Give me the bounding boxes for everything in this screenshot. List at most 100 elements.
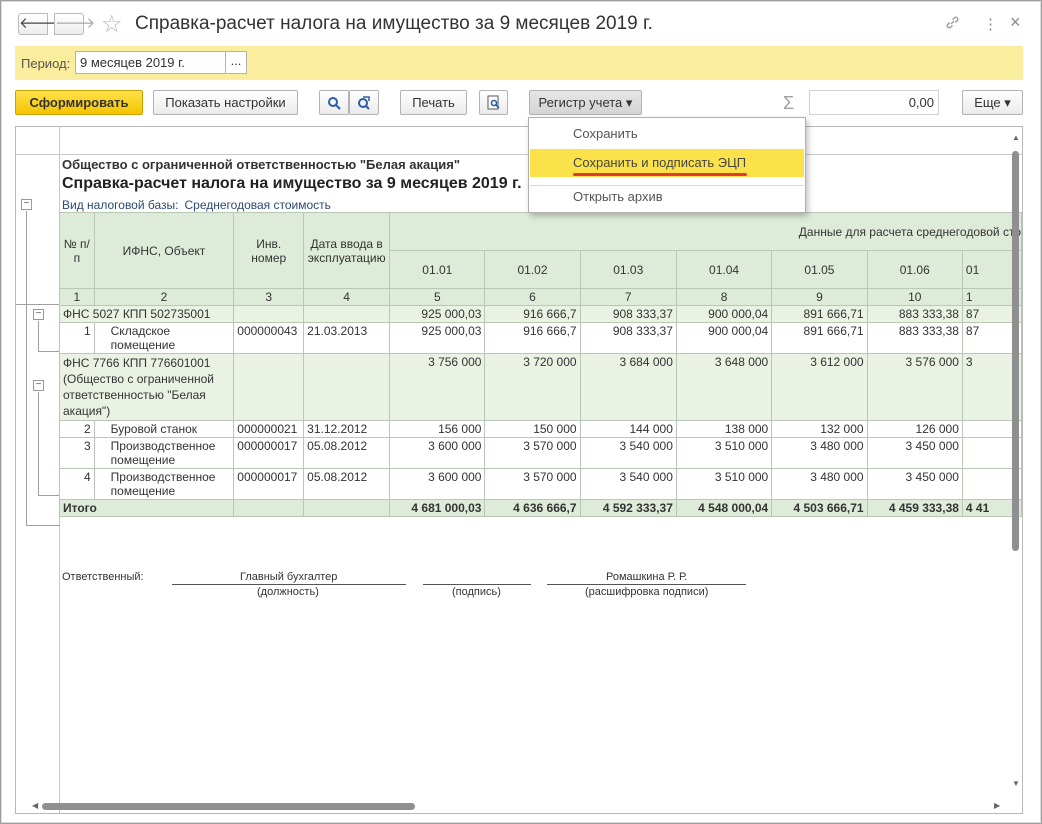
table-row[interactable]: 1 Складское помещение 000000043 21.03.20… [59, 322, 1022, 354]
back-button[interactable]: 🡐 [18, 13, 59, 35]
period-choose-button[interactable]: ... [225, 51, 247, 74]
value-cell: 132 000 [771, 420, 868, 438]
commission-date: 21.03.2013 [303, 322, 391, 354]
responsible-label: Ответственный: [62, 571, 144, 583]
col-number: 6 [484, 288, 581, 306]
value-cell: 3 600 000 [389, 437, 486, 469]
value-cell: 916 666,7 [484, 322, 581, 354]
table-row-group[interactable]: ФНС 7766 КПП 776601001 (Общество с огран… [58, 353, 1022, 421]
header-divider [16, 154, 1022, 155]
favorite-star-icon[interactable]: ☆ [101, 11, 123, 38]
value-cell: 883 333,38 [866, 305, 963, 323]
collapse-group1-toggle[interactable]: − [33, 309, 44, 320]
value-cell: 3 720 000 [484, 353, 581, 421]
col-number: 9 [771, 288, 868, 306]
group-name: ФНС 5027 КПП 502735001 [58, 305, 235, 323]
show-settings-button[interactable]: Показать настройки [153, 90, 298, 115]
period-bar: Период: 9 месяцев 2019 г. ... [15, 46, 1023, 80]
scroll-left-icon[interactable]: ◀ [32, 801, 39, 810]
col-header-num: № п/п [59, 212, 95, 289]
search-button[interactable] [319, 90, 349, 115]
scroll-right-icon[interactable]: ▶ [994, 801, 1001, 810]
arrow-left-icon: 🡐 [19, 15, 60, 32]
value-cell: 138 000 [675, 420, 773, 438]
object-name: Буровой станок [93, 420, 235, 438]
value-cell: 925 000,03 [389, 305, 486, 323]
total-value: 4 636 666,7 [484, 499, 581, 517]
menu-item-save-and-sign[interactable]: Сохранить и подписать ЭЦП [530, 149, 804, 177]
total-value: 4 459 333,38 [866, 499, 963, 517]
vertical-scrollbar[interactable]: ▲ ▼ [1009, 127, 1022, 797]
total-value: 4 681 000,03 [389, 499, 486, 517]
table-row[interactable]: 3 Производственное помещение 000000017 0… [59, 437, 1022, 469]
col-number: 10 [866, 288, 963, 306]
scroll-down-icon[interactable]: ▼ [1012, 779, 1020, 788]
menu-item-save[interactable]: Сохранить [573, 126, 638, 141]
empty-cell [303, 305, 391, 323]
value-cell: 908 333,37 [579, 322, 677, 354]
col-number: 4 [303, 288, 391, 306]
highlight-underline [573, 173, 747, 176]
more-options-icon[interactable]: ⋮ [983, 16, 998, 33]
total-label: Итого [58, 499, 235, 517]
horizontal-scroll-thumb[interactable] [42, 803, 415, 810]
inv-number: 000000017 [233, 468, 305, 500]
value-cell: 3 480 000 [771, 468, 868, 500]
value-cell: 900 000,04 [675, 305, 773, 323]
value-cell: 3 648 000 [675, 353, 773, 421]
collapse-header-toggle[interactable]: − [21, 199, 32, 210]
table-row-group[interactable]: ФНС 5027 КПП 502735001 925 000,03 916 66… [58, 305, 1022, 323]
row-number: 1 [59, 322, 95, 354]
tree-line [38, 321, 39, 351]
col-header-date-6: 01.06 [866, 250, 963, 289]
col-header-ifns: ИФНС, Объект [93, 212, 235, 289]
tax-basis: Вид налоговой базы: Среднегодовая стоимос… [62, 198, 331, 212]
tax-basis-value: Среднегодовая стоимость [184, 198, 331, 212]
horizontal-scrollbar[interactable]: ◀ ▶ [32, 799, 1007, 813]
table-row[interactable]: 2 Буровой станок 000000021 31.12.2012 15… [59, 420, 1022, 438]
value-cell [961, 468, 1022, 500]
register-button[interactable]: Регистр учета ▾ [529, 90, 642, 115]
commission-date: 05.08.2012 [303, 437, 391, 469]
col-number: 1 [59, 288, 95, 306]
col-number: 5 [389, 288, 486, 306]
table-row[interactable]: 4 Производственное помещение 000000017 0… [59, 468, 1022, 500]
generate-button[interactable]: Сформировать [15, 90, 143, 115]
close-icon[interactable]: × [1010, 12, 1021, 32]
search-next-icon [358, 96, 370, 110]
more-button[interactable]: Еще ▾ [962, 90, 1023, 115]
col-header-date-2: 01.02 [484, 250, 581, 289]
value-cell: 3 480 000 [771, 437, 868, 469]
value-cell: 3 570 000 [484, 437, 581, 469]
forward-button[interactable]: 🡒 [54, 13, 95, 35]
sum-icon: Σ [783, 93, 795, 113]
vertical-scroll-thumb[interactable] [1012, 151, 1019, 551]
col-number: 3 [233, 288, 305, 306]
row-number: 3 [59, 437, 95, 469]
signer-name: Ромашкина Р. Р. [606, 571, 688, 583]
collapse-group2-toggle[interactable]: − [33, 380, 44, 391]
inv-number: 000000017 [233, 437, 305, 469]
window-title: Справка-расчет налога на имущество за 9 … [135, 13, 653, 34]
link-icon[interactable] [945, 15, 960, 34]
tax-basis-label: Вид налоговой базы: [62, 198, 179, 212]
value-cell: 891 666,71 [771, 322, 868, 354]
commission-date: 31.12.2012 [303, 420, 391, 438]
preview-button[interactable] [479, 90, 508, 115]
tree-line [16, 304, 60, 305]
menu-item-open-archive[interactable]: Открыть архив [573, 189, 663, 204]
register-dropdown-menu: Сохранить Сохранить и подписать ЭЦП Откр… [528, 117, 806, 213]
col-header-date-5: 01.05 [771, 250, 868, 289]
inv-number: 000000021 [233, 420, 305, 438]
total-row[interactable]: Итого 4 681 000,03 4 636 666,7 4 592 333… [58, 499, 1022, 517]
value-cell: 156 000 [389, 420, 486, 438]
search-next-button[interactable] [349, 90, 379, 115]
value-cell: 144 000 [579, 420, 677, 438]
empty-cell [233, 499, 305, 517]
scroll-up-icon[interactable]: ▲ [1012, 133, 1020, 142]
value-cell: 900 000,04 [675, 322, 773, 354]
print-button[interactable]: Печать [400, 90, 467, 115]
period-input[interactable]: 9 месяцев 2019 г. [75, 51, 226, 74]
menu-divider [530, 185, 804, 186]
tree-line [38, 392, 39, 495]
